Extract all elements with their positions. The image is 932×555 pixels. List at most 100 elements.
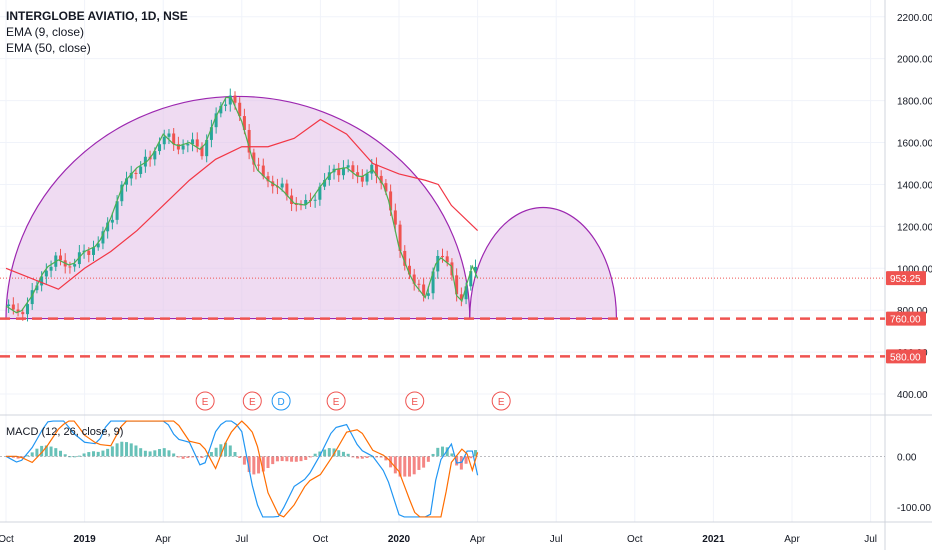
macd-histogram-bar: [280, 456, 284, 462]
macd-histogram-bar: [16, 456, 20, 459]
candle-body: [403, 250, 407, 266]
price-tick-label: 1000.00: [897, 264, 932, 275]
macd-histogram-bar: [87, 452, 91, 457]
macd-histogram-bar: [341, 451, 345, 457]
level-tag-label: 953.25: [890, 274, 921, 285]
macd-histogram-bar: [158, 449, 162, 457]
event-badge-label: E: [411, 397, 418, 408]
macd-histogram-bar: [49, 446, 53, 457]
macd-histogram-bar: [398, 456, 402, 477]
candle-body: [96, 243, 100, 248]
candle-body: [436, 255, 440, 272]
time-tick-label: Apr: [155, 534, 171, 545]
macd-histogram-bar: [351, 456, 355, 458]
macd-histogram-bar: [11, 456, 15, 458]
macd-histogram-bar: [186, 456, 190, 458]
event-badge-earnings: [491, 391, 511, 411]
candle-body: [323, 179, 327, 187]
macd-histogram-bar: [110, 446, 114, 457]
candle-body: [58, 255, 62, 261]
event-badge-earnings: [242, 391, 262, 411]
macd-histogram-bar: [214, 447, 218, 457]
candle-body: [172, 133, 176, 145]
candle-body: [101, 231, 105, 244]
candle-body: [417, 283, 421, 285]
macd-histogram-bar: [101, 450, 105, 457]
macd-histogram-bar: [73, 456, 77, 458]
candle-body: [186, 144, 190, 146]
macd-histogram-bar: [370, 456, 374, 458]
candle-body: [389, 191, 393, 211]
event-badge-label: D: [277, 397, 284, 408]
event-badge-earnings: [405, 391, 425, 411]
macd-histogram-bar: [327, 448, 331, 457]
time-tick-label: Oct: [627, 534, 643, 545]
candle-body: [370, 164, 374, 174]
ema9-legend[interactable]: EMA (9, close): [6, 25, 85, 39]
candle-body: [469, 271, 473, 287]
candle-body: [158, 144, 162, 152]
macd-histogram-bar: [469, 456, 473, 459]
candle-body: [214, 113, 218, 128]
candle-body: [313, 199, 317, 201]
macd-histogram-bar: [332, 448, 336, 457]
macd-histogram-bar: [337, 450, 341, 457]
macd-histogram-bar: [290, 456, 294, 462]
candle-body: [351, 165, 355, 173]
macd-histogram-bar: [266, 456, 270, 469]
macd-histogram-bar: [125, 442, 129, 457]
candle-body: [16, 309, 20, 313]
time-tick-label: Apr: [784, 534, 800, 545]
candle-body: [407, 265, 411, 275]
rounding-arc-2: [469, 206, 618, 320]
symbol-title[interactable]: INTERGLOBE AVIATIO, 1D, NSE: [6, 9, 188, 23]
macd-histogram-bar: [134, 445, 138, 457]
candle-body: [129, 172, 133, 179]
candle-body: [252, 152, 256, 165]
event-badge-earnings: [195, 391, 215, 411]
candle-body: [257, 164, 261, 166]
candle-body: [412, 274, 416, 284]
level-tag-2: [886, 349, 926, 364]
ema9-line: [5, 96, 479, 314]
macd-histogram-bar: [238, 456, 242, 458]
macd-histogram-bar: [365, 456, 369, 459]
ema50-legend[interactable]: EMA (50, close): [6, 41, 91, 55]
macd-histogram-bar: [120, 441, 124, 457]
macd-histogram-bar: [153, 450, 157, 457]
macd-histogram-bar: [379, 456, 383, 458]
candle-body: [191, 139, 195, 145]
candle-body: [40, 276, 44, 286]
macd-legend[interactable]: MACD (12, 26, close, 9): [6, 426, 124, 438]
macd-histogram-bar: [474, 450, 478, 457]
candle-body: [356, 172, 360, 177]
macd-histogram-bar: [44, 445, 48, 457]
macd-histogram-bar: [464, 456, 468, 464]
macd-histogram-bar: [360, 456, 364, 459]
macd-histogram-bar: [77, 455, 81, 457]
candle-body: [153, 151, 157, 160]
macd-histogram-bar: [412, 456, 416, 475]
candle-body: [120, 184, 124, 202]
macd-histogram-bar: [224, 442, 228, 457]
macd-histogram-bar: [261, 456, 265, 472]
candle-body: [365, 173, 369, 182]
rounding-arc-1: [5, 95, 471, 320]
macd-tick-label: 0.00: [897, 452, 917, 463]
event-badge-label: E: [249, 397, 256, 408]
candle-body: [228, 95, 232, 105]
macd-histogram-bar: [422, 456, 426, 468]
candle-body: [464, 286, 468, 300]
macd-histogram-bar: [63, 454, 67, 457]
candle-body: [440, 255, 444, 257]
candle-body: [87, 250, 91, 255]
macd-histogram-bar: [294, 456, 298, 462]
candle-body: [455, 275, 459, 295]
macd-histogram-bar: [242, 456, 246, 465]
macd-histogram-bar: [393, 456, 397, 474]
macd-histogram-bar: [68, 456, 72, 458]
time-tick-label: Jul: [864, 534, 877, 545]
candle-body: [167, 133, 171, 137]
